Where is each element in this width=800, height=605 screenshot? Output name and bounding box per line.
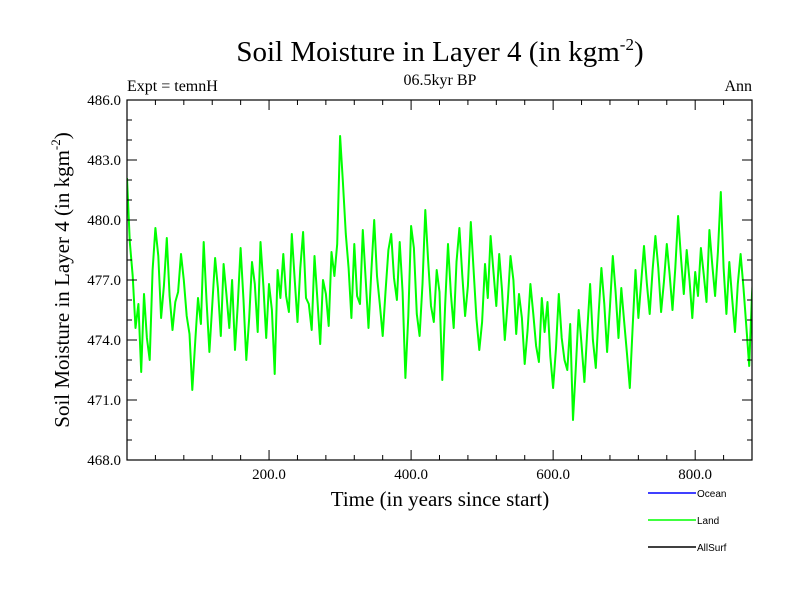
experiment-label: Expt = temnH	[127, 78, 218, 95]
y-tick-label: 486.0	[87, 93, 121, 109]
y-tick-label: 483.0	[87, 153, 121, 169]
legend: Ocean Land AllSurf	[648, 489, 727, 554]
x-tick-label: 800.0	[678, 467, 712, 483]
axis-ticks: 200.0 400.0 600.0 800.0 468.0 471.0 474.0 477.0…	[87, 93, 752, 483]
y-axis-title: Soil Moisture in Layer 4 (in kgm-2)	[48, 132, 74, 427]
y-tick-label: 474.0	[87, 333, 121, 349]
legend-label-ocean: Ocean	[697, 489, 726, 500]
y-tick-label: 480.0	[87, 213, 121, 229]
y-tick-label: 471.0	[87, 393, 121, 409]
x-tick-label: 400.0	[394, 467, 428, 483]
legend-label-allsurf: AllSurf	[697, 543, 727, 554]
chart-title: Soil Moisture in Layer 4 (in kgm-2)	[236, 35, 643, 68]
x-tick-label: 200.0	[252, 467, 286, 483]
x-axis-title: Time (in years since start)	[331, 487, 550, 511]
y-tick-label: 477.0	[87, 273, 121, 289]
series-line-land	[127, 135, 752, 421]
x-tick-label: 600.0	[536, 467, 570, 483]
series-layer	[127, 135, 752, 421]
season-label: Ann	[724, 78, 752, 95]
y-tick-label: 468.0	[87, 453, 121, 469]
chart-subtitle: 06.5kyr BP	[404, 72, 477, 89]
legend-label-land: Land	[697, 516, 719, 527]
